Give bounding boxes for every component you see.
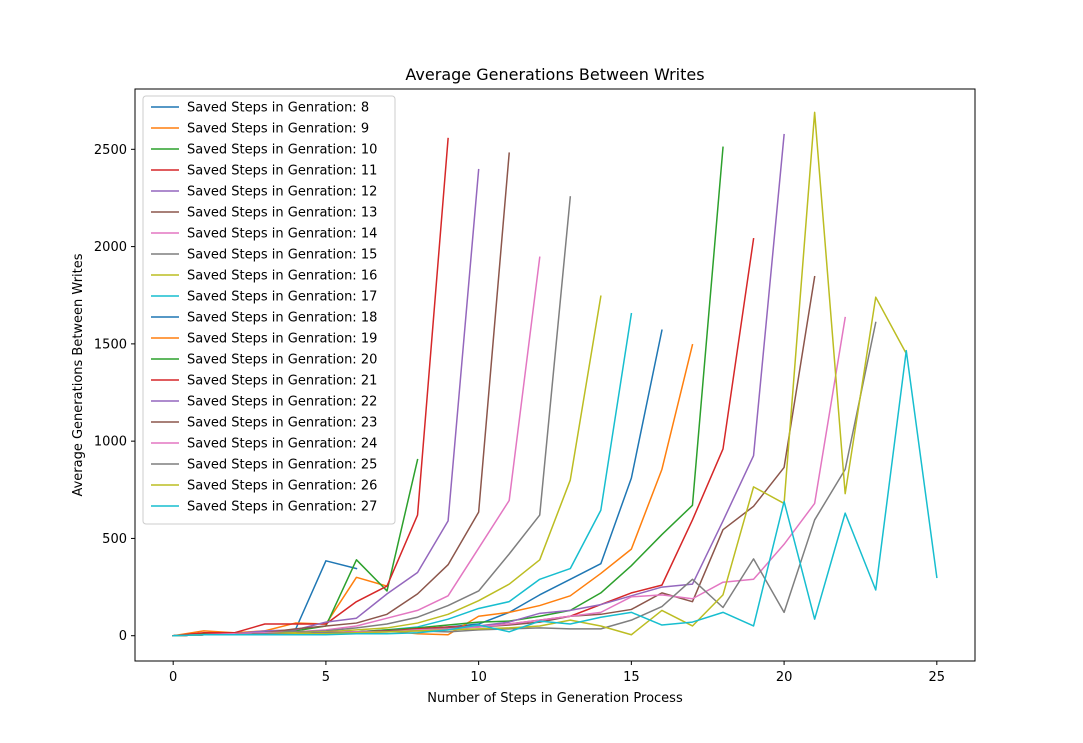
legend: Saved Steps in Genration: 8 Saved Steps i… bbox=[142, 95, 396, 525]
legend-entry: Saved Steps in Genration: 12 bbox=[187, 185, 377, 200]
legend-entry: Saved Steps in Genration: 22 bbox=[187, 395, 377, 410]
legend-entry: Saved Steps in Genration: 18 bbox=[187, 311, 377, 326]
legend-entry: Saved Steps in Genration: 25 bbox=[187, 458, 377, 473]
legend-entry: Saved Steps in Genration: 21 bbox=[187, 374, 377, 389]
legend-entry: Saved Steps in Genration: 13 bbox=[187, 206, 377, 221]
series-line-20 bbox=[172, 349, 938, 637]
y-tick-label: 500 bbox=[102, 532, 127, 547]
chart-title: Average Generations Between Writes bbox=[405, 65, 704, 84]
legend-entry: Saved Steps in Genration: 20 bbox=[187, 353, 377, 368]
y-tick-label: 1000 bbox=[94, 435, 127, 450]
plot-frame bbox=[134, 88, 976, 662]
series-line-7 bbox=[172, 256, 541, 637]
x-tick-label: 25 bbox=[929, 670, 946, 685]
y-tick-label: 2000 bbox=[94, 240, 127, 255]
legend-entry: Saved Steps in Genration: 23 bbox=[187, 416, 377, 431]
legend-entry: Saved Steps in Genration: 14 bbox=[187, 227, 377, 242]
legend-entry: Saved Steps in Genration: 8 bbox=[187, 101, 369, 116]
legend-entry: Saved Steps in Genration: 15 bbox=[187, 248, 377, 263]
x-tick-label: 20 bbox=[776, 670, 793, 685]
legend-entry: Saved Steps in Genration: 24 bbox=[187, 437, 377, 452]
legend-entry: Saved Steps in Genration: 11 bbox=[187, 164, 377, 179]
y-tick-label: 2500 bbox=[94, 143, 127, 158]
legend-entry: Saved Steps in Genration: 9 bbox=[187, 122, 369, 137]
y-tick-label: 0 bbox=[119, 629, 127, 644]
series-line-4 bbox=[172, 137, 449, 637]
y-axis-label: Average Generations Between Writes bbox=[71, 253, 86, 496]
series-line-2 bbox=[172, 576, 388, 637]
x-tick-label: 5 bbox=[322, 670, 330, 685]
legend-box bbox=[142, 95, 396, 525]
legend-entry: Saved Steps in Genration: 27 bbox=[187, 500, 377, 515]
axis-ticks: 0 5 10 15 20 25 0 500 1000 1500 2000 2500 bbox=[94, 143, 945, 685]
series-lines bbox=[172, 111, 938, 637]
x-axis-label: Number of Steps in Generation Process bbox=[427, 691, 683, 706]
x-tick-label: 0 bbox=[169, 670, 177, 685]
legend-entry: Saved Steps in Genration: 19 bbox=[187, 332, 377, 347]
y-tick-label: 1500 bbox=[94, 337, 127, 352]
legend-entry: Saved Steps in Genration: 26 bbox=[187, 479, 377, 494]
x-tick-label: 10 bbox=[470, 670, 487, 685]
legend-entry: Saved Steps in Genration: 10 bbox=[187, 143, 377, 158]
legend-entry: Saved Steps in Genration: 17 bbox=[187, 290, 377, 305]
x-tick-label: 15 bbox=[623, 670, 640, 685]
legend-entry: Saved Steps in Genration: 16 bbox=[187, 269, 377, 284]
